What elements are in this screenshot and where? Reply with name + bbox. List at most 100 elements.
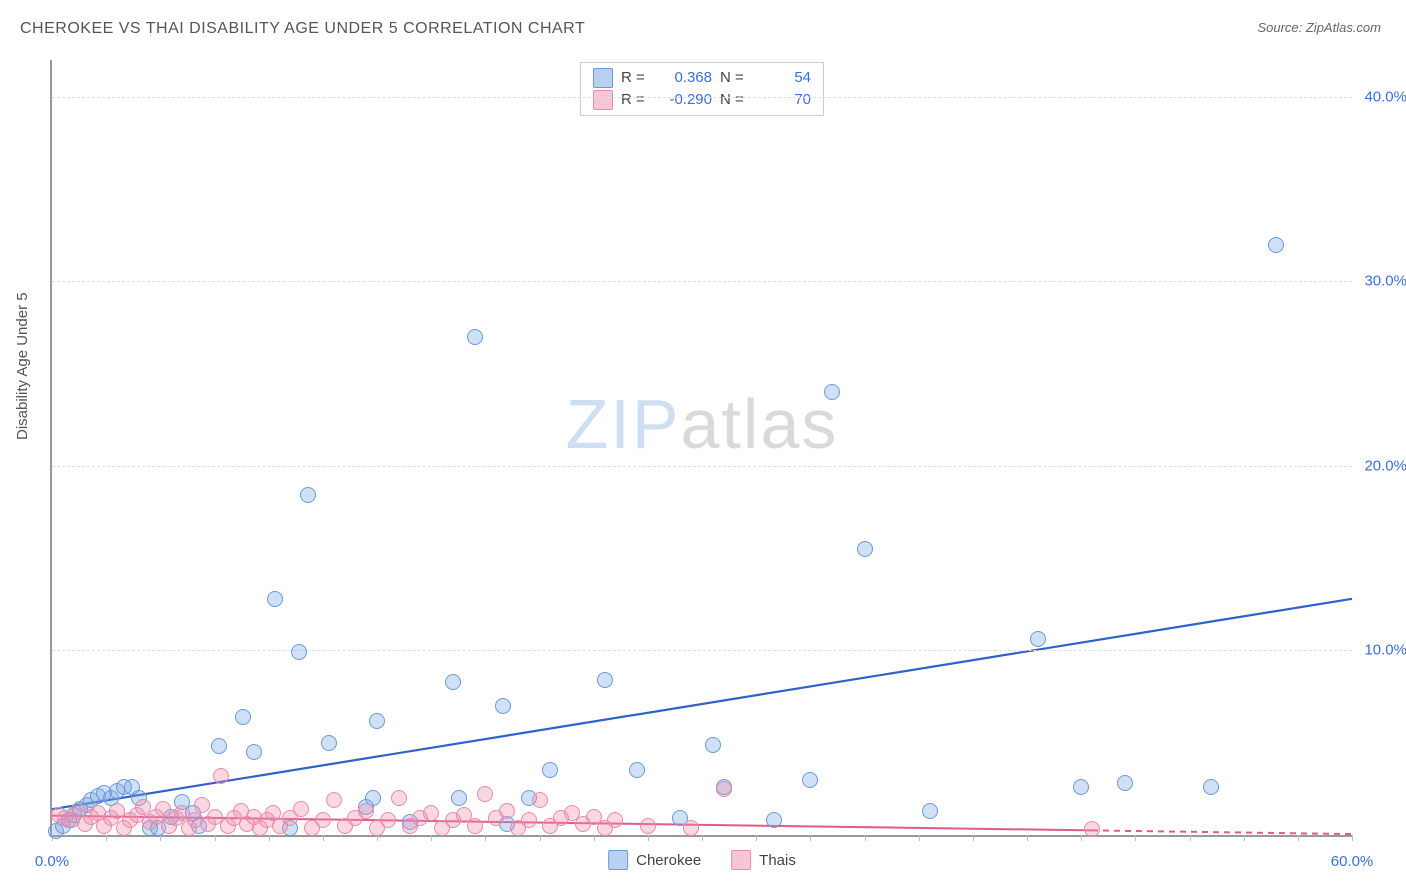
y-tick-label: 20.0% [1364,457,1406,474]
data-point [246,744,262,760]
watermark: ZIPatlas [566,384,839,464]
data-point [802,772,818,788]
data-point [766,812,782,828]
data-point [213,768,229,784]
data-point [1117,775,1133,791]
watermark-atlas: atlas [681,385,839,463]
x-tick [540,835,541,841]
r-label: R = [621,89,649,111]
x-tick [919,835,920,841]
x-tick-label: 0.0% [35,853,69,870]
data-point [597,672,613,688]
n-value-cherokee: 54 [756,67,811,89]
x-tick [1081,835,1082,841]
r-label: R = [621,67,649,89]
legend-label-cherokee: Cherokee [636,852,701,869]
watermark-zip: ZIP [566,385,681,463]
data-point [300,487,316,503]
grid-line [52,97,1352,98]
source-value: ZipAtlas.com [1306,20,1381,35]
data-point [235,709,251,725]
data-point [321,735,337,751]
data-point [1268,237,1284,253]
legend-row-cherokee: R = 0.368 N = 54 [593,67,811,89]
x-tick [810,835,811,841]
x-tick [160,835,161,841]
data-point [640,818,656,834]
grid-line [52,650,1352,651]
data-point [451,790,467,806]
y-axis-label: Disability Age Under 5 [14,292,31,440]
data-point [369,713,385,729]
n-value-thais: 70 [756,89,811,111]
regression-line [52,599,1352,809]
source-attribution: Source: ZipAtlas.com [1257,20,1381,35]
x-tick [1352,835,1353,841]
x-tick [1190,835,1191,841]
data-point [467,329,483,345]
correlation-legend: R = 0.368 N = 54 R = -0.290 N = 70 [580,62,824,116]
data-point [857,541,873,557]
data-point [291,644,307,660]
data-point [315,812,331,828]
x-tick [756,835,757,841]
x-tick [323,835,324,841]
data-point [629,762,645,778]
legend-swatch-cherokee-icon [608,850,628,870]
r-value-cherokee: 0.368 [657,67,712,89]
grid-line [52,281,1352,282]
n-label: N = [720,67,748,89]
x-tick [702,835,703,841]
y-tick-label: 30.0% [1364,273,1406,290]
legend-swatch-thais-icon [731,850,751,870]
chart-container: CHEROKEE VS THAI DISABILITY AGE UNDER 5 … [0,0,1406,892]
regression-line [1092,830,1352,834]
data-point [922,803,938,819]
x-tick [215,835,216,841]
data-point [499,803,515,819]
data-point [467,818,483,834]
legend-swatch-thais [593,90,613,110]
data-point [267,591,283,607]
legend-item-thais: Thais [731,850,796,870]
data-point [326,792,342,808]
x-tick [431,835,432,841]
x-tick [1135,835,1136,841]
data-point [824,384,840,400]
r-value-thais: -0.290 [657,89,712,111]
data-point [532,792,548,808]
data-point [211,738,227,754]
y-tick-label: 40.0% [1364,88,1406,105]
data-point [391,790,407,806]
x-tick [485,835,486,841]
plot-area: ZIPatlas R = 0.368 N = 54 R = -0.290 N =… [50,60,1352,837]
x-tick [1298,835,1299,841]
y-tick-label: 10.0% [1364,642,1406,659]
x-tick [865,835,866,841]
data-point [477,786,493,802]
x-tick [973,835,974,841]
x-tick [106,835,107,841]
x-tick [648,835,649,841]
data-point [683,820,699,836]
data-point [293,801,309,817]
data-point [423,805,439,821]
legend-item-cherokee: Cherokee [608,850,701,870]
data-point [521,812,537,828]
data-point [358,803,374,819]
data-point [1203,779,1219,795]
data-point [380,812,396,828]
data-point [1073,779,1089,795]
chart-title: CHEROKEE VS THAI DISABILITY AGE UNDER 5 … [20,20,585,38]
data-point [607,812,623,828]
source-label: Source: [1257,20,1305,35]
x-tick [377,835,378,841]
series-legend: Cherokee Thais [608,850,796,870]
data-point [1030,631,1046,647]
data-point [542,762,558,778]
data-point [495,698,511,714]
legend-swatch-cherokee [593,68,613,88]
legend-row-thais: R = -0.290 N = 70 [593,89,811,111]
x-tick [269,835,270,841]
data-point [705,737,721,753]
